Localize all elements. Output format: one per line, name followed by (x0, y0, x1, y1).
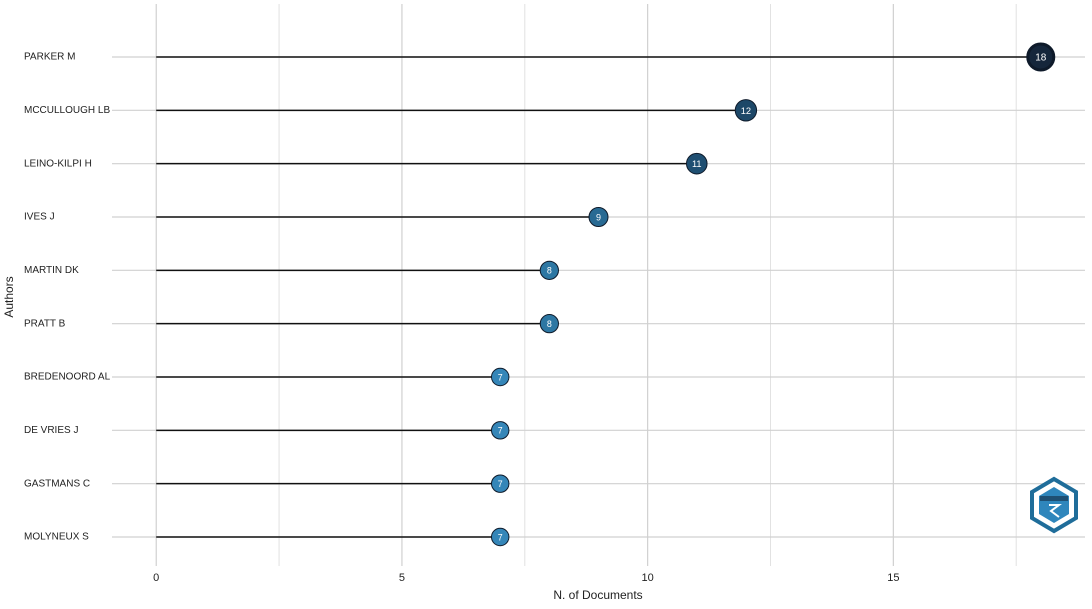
y-tick-label: MARTIN DK (24, 265, 79, 276)
value-label: 12 (741, 106, 751, 116)
value-label: 7 (498, 426, 503, 436)
dot (1026, 42, 1056, 72)
value-label: 8 (547, 319, 552, 329)
value-label: 7 (498, 532, 503, 542)
value-label: 18 (1035, 53, 1047, 64)
y-tick-label: PRATT B (24, 318, 66, 329)
dot (539, 260, 559, 280)
value-label: 7 (498, 372, 503, 382)
y-tick-label: DE VRIES J (24, 425, 78, 436)
x-axis-label: N. of Documents (553, 588, 642, 602)
logo (1030, 476, 1078, 534)
x-tick-label: 0 (153, 572, 159, 584)
y-tick-label: MCCULLOUGH LB (24, 105, 110, 116)
y-tick-label: MOLYNEUX S (24, 532, 89, 543)
dot (490, 474, 510, 493)
dot (490, 367, 510, 387)
value-label: 11 (692, 159, 702, 169)
y-tick-label: BREDENOORD AL (24, 372, 111, 383)
x-tick-label: 5 (399, 572, 405, 584)
y-tick-label: LEINO-KILPI H (24, 158, 92, 169)
y-tick-label: PARKER M (24, 52, 76, 63)
dot (490, 421, 510, 440)
dot (588, 207, 609, 227)
y-axis-label: Authors (2, 276, 16, 317)
y-tick-label: GASTMANS C (24, 478, 90, 489)
dot (539, 314, 559, 334)
dot (686, 152, 708, 175)
value-label: 8 (547, 266, 552, 276)
y-tick-label: IVES J (24, 212, 55, 223)
dot (734, 99, 758, 122)
x-tick-label: 15 (887, 572, 899, 584)
value-label: 9 (596, 212, 601, 222)
x-tick-label: 10 (642, 572, 654, 584)
dot (490, 527, 510, 547)
value-label: 7 (498, 479, 503, 489)
